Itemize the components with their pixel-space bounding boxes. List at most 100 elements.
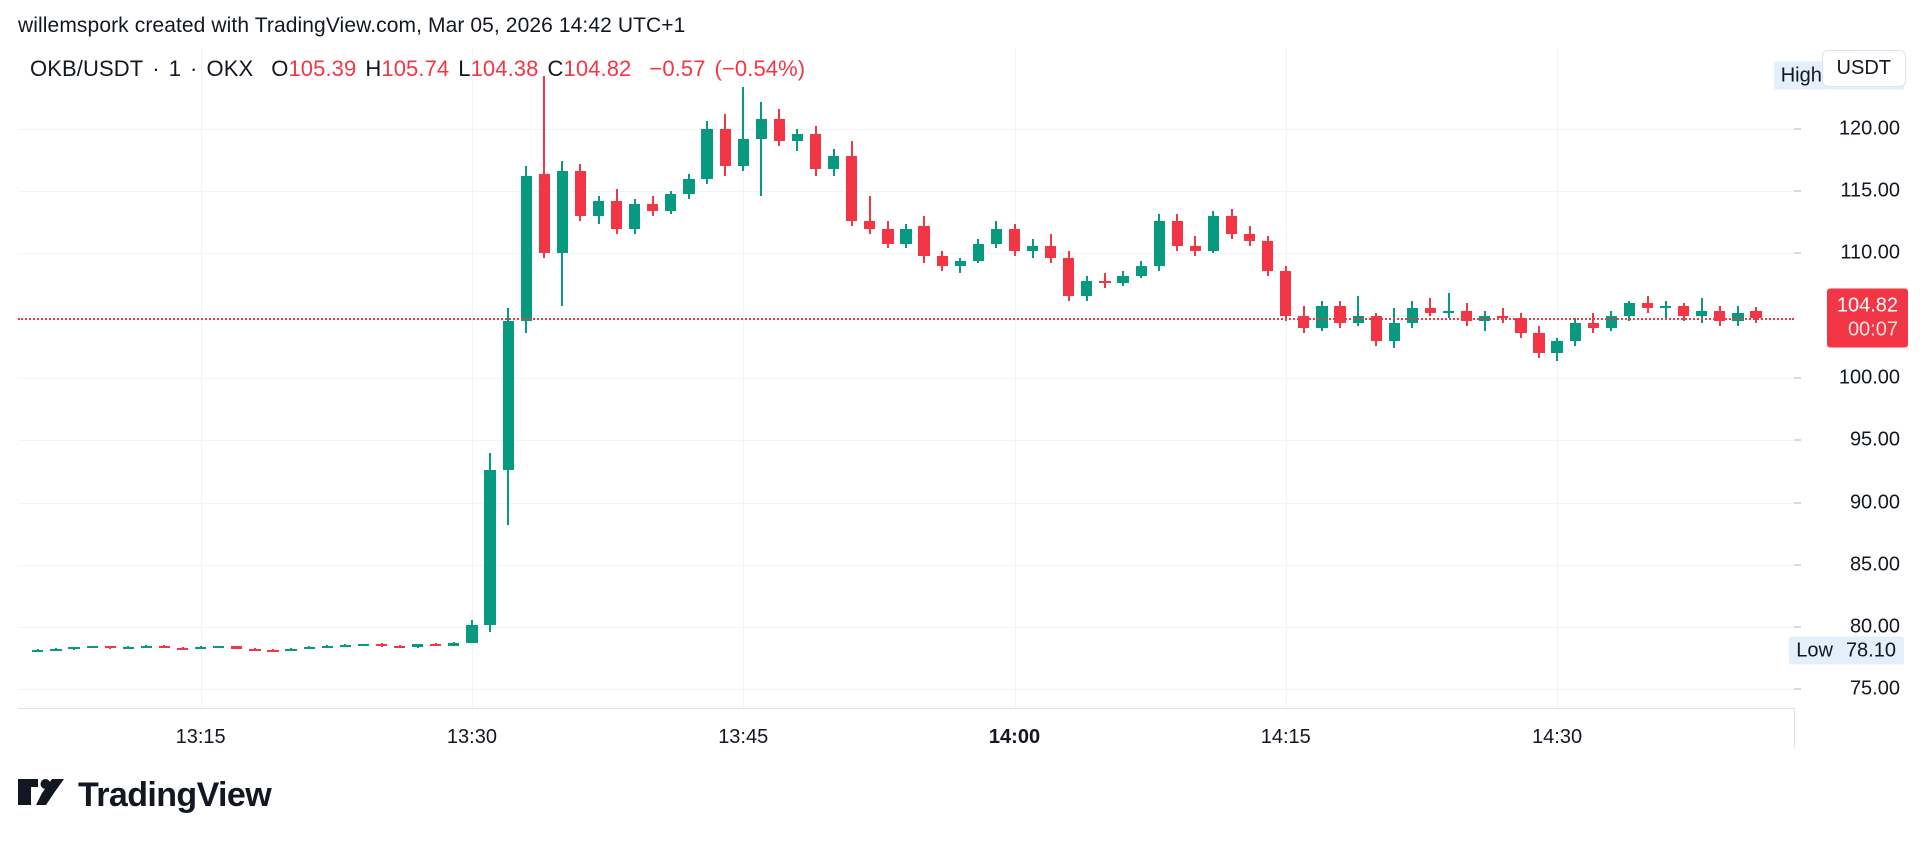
candle-body xyxy=(1171,221,1183,246)
time-tick-label: 14:15 xyxy=(1260,726,1311,748)
price-tick-label: 115.00 xyxy=(1840,179,1900,202)
candle-body xyxy=(430,644,442,647)
candle-body xyxy=(1099,280,1111,284)
candle-body xyxy=(773,118,785,142)
candle-body xyxy=(1026,246,1039,251)
candle-body xyxy=(68,647,80,650)
candle-body xyxy=(213,646,225,649)
candle-body xyxy=(1262,241,1274,271)
candle-body xyxy=(176,647,189,650)
candle-wick xyxy=(760,101,763,197)
candle-wick xyxy=(1194,236,1197,256)
time-tick-label: 14:00 xyxy=(988,726,1041,748)
candle-body xyxy=(1678,305,1690,316)
candle-body xyxy=(321,645,333,648)
gridline-h xyxy=(18,564,1794,566)
tradingview-logo-mark xyxy=(18,778,64,805)
session-low-tag: Low xyxy=(1789,636,1840,665)
legend-close-value: 104.82 xyxy=(563,56,632,81)
candle-body xyxy=(122,646,134,649)
candle-wick xyxy=(36,649,39,652)
candle-wick xyxy=(543,76,546,259)
time-tick-label: 13:45 xyxy=(718,726,769,748)
candle-body xyxy=(1732,313,1744,321)
legend-interval[interactable]: 1 xyxy=(168,56,182,81)
candle-body xyxy=(50,649,62,652)
legend-high-label: H xyxy=(365,56,382,81)
candle-body xyxy=(1189,246,1201,251)
gridline-h xyxy=(18,128,1794,130)
gridline-h xyxy=(18,253,1794,255)
time-tick-label: 13:30 xyxy=(446,726,497,748)
price-tick-label: 95.00 xyxy=(1849,428,1900,451)
price-tick-mark xyxy=(1794,190,1801,192)
candle-body xyxy=(538,173,550,254)
price-tick-mark xyxy=(1794,377,1801,379)
chart-legend[interactable]: OKB/USDT · 1 · OKX O105.39 H105.74 L104.38 C104.… xyxy=(30,56,805,82)
price-tick-label: 100.00 xyxy=(1838,366,1900,389)
price-tick-mark xyxy=(1794,502,1801,504)
candle-body xyxy=(520,176,532,321)
price-tick-label: 85.00 xyxy=(1849,553,1900,576)
candle-body xyxy=(303,646,315,649)
candle-body xyxy=(1515,318,1527,334)
candle-body xyxy=(791,133,804,142)
candle-body xyxy=(647,203,659,212)
bar-countdown: 00:07 xyxy=(1847,318,1898,341)
price-tick-label: 80.00 xyxy=(1849,615,1900,638)
candle-body xyxy=(954,260,966,266)
candle-body xyxy=(972,243,984,261)
candle-body xyxy=(1623,303,1636,316)
candle-body xyxy=(1406,308,1418,324)
candle-wick xyxy=(1700,298,1703,324)
price-tick-mark xyxy=(1794,564,1801,566)
current-price-line xyxy=(18,317,1794,320)
gridline-v xyxy=(201,48,202,708)
candle-body xyxy=(1063,258,1075,296)
candle-body xyxy=(1750,310,1762,318)
candle-wick xyxy=(1447,293,1450,319)
price-tick-label: 110.00 xyxy=(1840,241,1900,264)
candle-body xyxy=(1569,323,1581,341)
time-axis[interactable]: 13:15 13:30 13:45 14:00 14:15 14:30 xyxy=(18,708,1794,756)
candle-body xyxy=(231,646,243,649)
session-high-tag: High xyxy=(1773,61,1829,90)
candle-body xyxy=(158,645,171,648)
chart-plot-area[interactable]: OKB/USDT · 1 · OKX O105.39 H105.74 L104.38 C104.… xyxy=(18,48,1794,708)
candle-body xyxy=(719,128,731,167)
candle-body xyxy=(936,255,948,266)
candle-body xyxy=(1370,315,1382,341)
candle-body xyxy=(1497,315,1509,319)
candle-body xyxy=(249,648,261,651)
candle-body xyxy=(339,644,351,647)
price-tick-label: 75.00 xyxy=(1849,677,1900,700)
gridline-h xyxy=(18,440,1794,442)
candle-body xyxy=(737,138,749,167)
candle-wick xyxy=(1429,298,1432,316)
candle-body xyxy=(86,646,98,649)
legend-open-value: 105.39 xyxy=(288,56,357,81)
candle-body xyxy=(864,221,876,229)
legend-exchange: OKX xyxy=(206,56,254,81)
legend-dot-1: · xyxy=(152,56,160,81)
candle-body xyxy=(412,644,424,648)
legend-symbol[interactable]: OKB/USDT xyxy=(30,56,144,81)
candle-body xyxy=(1135,265,1147,276)
price-axis[interactable]: 120.00 115.00 110.00 100.00 95.00 90.00 85.00 8… xyxy=(1773,48,1912,708)
gridline-v xyxy=(743,48,744,708)
candle-body xyxy=(828,156,840,169)
candle-body xyxy=(882,228,894,244)
time-tick-label: 13:15 xyxy=(175,726,226,748)
candle-body xyxy=(448,642,460,646)
last-price-badge[interactable]: 104.82 00:07 xyxy=(1826,288,1908,348)
session-low-marker: Low 78.10 xyxy=(1789,636,1904,665)
candle-body xyxy=(900,228,912,244)
legend-high-value: 105.74 xyxy=(381,56,450,81)
candle-body xyxy=(755,118,767,139)
candle-body xyxy=(285,648,297,651)
candle-body xyxy=(683,178,695,194)
currency-unit-badge[interactable]: USDT xyxy=(1821,50,1906,87)
candle-body xyxy=(357,644,370,647)
gridline-h xyxy=(18,502,1794,504)
candle-body xyxy=(502,320,514,471)
